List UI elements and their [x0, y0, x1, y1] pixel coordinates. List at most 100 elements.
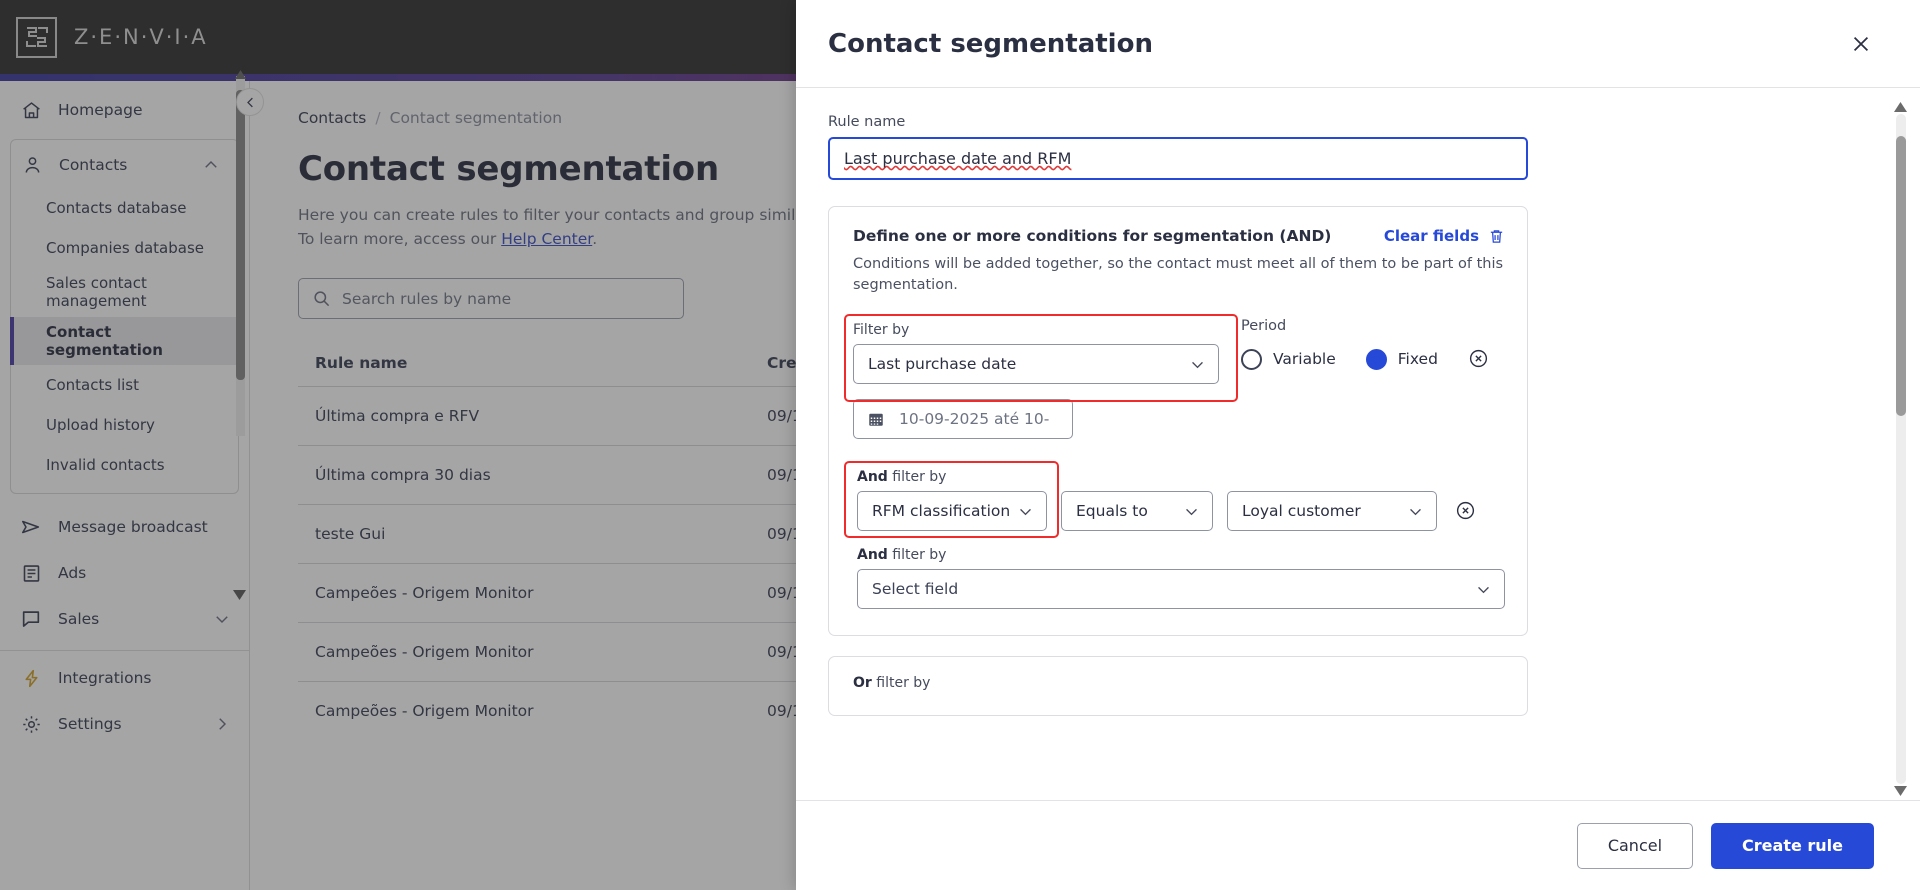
breadcrumb: Contacts / Contact segmentation	[298, 109, 1920, 127]
breadcrumb-separator: /	[375, 109, 381, 127]
sidebar-collapse-button[interactable]	[236, 88, 264, 116]
sidebar-divider	[0, 650, 249, 652]
table-cell-created: 09/1	[767, 407, 802, 426]
page-description-line2-prefix: To learn more, access our	[298, 230, 502, 249]
date-range-input[interactable]: 10-09-2025 até 10-	[853, 399, 1073, 440]
sidebar-item-sales[interactable]: Sales	[0, 596, 249, 642]
search-placeholder: Search rules by name	[342, 289, 512, 308]
clear-fields-button[interactable]: Clear fields	[1384, 227, 1505, 245]
radio-fixed-label: Fixed	[1397, 350, 1438, 369]
scroll-up-arrow-icon[interactable]	[1894, 102, 1907, 112]
condition-row-3: And filter by Select field	[853, 547, 1505, 610]
create-rule-button[interactable]: Create rule	[1711, 822, 1874, 869]
sidebar-item-label: Integrations	[58, 669, 152, 688]
sidebar-item-invalid-contacts[interactable]: Invalid contacts	[11, 445, 238, 485]
trash-icon	[1488, 228, 1505, 245]
sidebar-item-contacts-database[interactable]: Contacts database	[11, 188, 238, 228]
sidebar-scrollbar-thumb[interactable]	[236, 90, 245, 380]
and-label-2: And	[857, 469, 888, 486]
rule-name-label: Rule name	[828, 114, 906, 130]
conditions-card: Define one or more conditions for segmen…	[828, 206, 1528, 637]
radio-variable[interactable]: Variable	[1241, 348, 1336, 370]
conditions-card-header: Define one or more conditions for segmen…	[853, 227, 1505, 245]
breadcrumb-current: Contact segmentation	[389, 109, 563, 127]
period-label: Period	[1241, 318, 1287, 335]
breadcrumb-parent[interactable]: Contacts	[298, 109, 367, 127]
conditions-subtitle: Conditions will be added together, so th…	[853, 256, 1504, 294]
sidebar-item-label: Settings	[58, 715, 122, 734]
brand-logo[interactable]: Z·E·N·V·I·A	[16, 16, 208, 58]
chevron-up-icon[interactable]	[202, 156, 220, 174]
sidebar-subitem-label: Invalid contacts	[46, 456, 165, 475]
modal-scrollbar-thumb[interactable]	[1896, 136, 1906, 416]
bolt-icon	[20, 667, 42, 689]
scroll-down-arrow-icon[interactable]	[233, 590, 246, 600]
sidebar-item-homepage[interactable]: Homepage	[0, 87, 249, 133]
radio-variable-label: Variable	[1273, 350, 1336, 369]
modal-header: Contact segmentation	[796, 0, 1920, 88]
sidebar: Homepage Contacts Contacts database	[0, 81, 250, 890]
radio-fixed[interactable]: Fixed	[1365, 348, 1438, 370]
sidebar-item-label: Contacts	[59, 156, 128, 174]
sidebar-item-sales-contact-management[interactable]: Sales contact management	[11, 268, 238, 317]
person-icon	[21, 154, 43, 176]
filter-by-label-2: filter by	[887, 469, 947, 486]
chevron-down-icon	[1189, 356, 1206, 373]
table-cell-created: 09/1	[767, 525, 802, 544]
help-center-link[interactable]: Help Center	[501, 230, 593, 249]
sidebar-item-upload-history[interactable]: Upload history	[11, 405, 238, 445]
chevron-right-icon[interactable]	[213, 715, 231, 733]
and-filter-field-select[interactable]: RFM classification	[857, 491, 1047, 532]
search-input[interactable]: Search rules by name	[298, 278, 684, 320]
scroll-up-arrow-icon[interactable]	[235, 70, 246, 79]
table-cell-rule-name: Campeões - Origem Monitor	[315, 643, 534, 662]
sidebar-item-message-broadcast[interactable]: Message broadcast	[0, 504, 249, 550]
and-label-3: And	[857, 547, 888, 564]
radio-checked-icon	[1365, 348, 1387, 370]
and-filter-value-value: Loyal customer	[1242, 502, 1361, 521]
page-title: Contact segmentation	[298, 149, 719, 189]
cancel-button[interactable]: Cancel	[1576, 822, 1694, 869]
table-cell-created: 09/1	[767, 643, 802, 662]
sidebar-item-ads[interactable]: Ads	[0, 550, 249, 596]
sidebar-item-label: Ads	[58, 564, 87, 583]
remove-circle-icon	[1455, 500, 1477, 521]
sidebar-item-integrations[interactable]: Integrations	[0, 655, 249, 701]
or-label: Or	[853, 675, 872, 692]
and-filter-value-select[interactable]: Loyal customer	[1227, 491, 1437, 532]
scroll-down-arrow-icon[interactable]	[1894, 786, 1907, 796]
sidebar-item-contact-segmentation[interactable]: Contact segmentation	[10, 316, 238, 366]
sidebar-item-contacts[interactable]: Contacts	[11, 142, 238, 188]
remove-condition-2-button[interactable]	[1455, 500, 1477, 522]
condition-row-2: And filter by RFM classification Equals …	[844, 461, 1505, 539]
select-field-value: Select field	[872, 580, 959, 599]
filter-by-select[interactable]: Last purchase date	[853, 344, 1219, 385]
radio-unchecked-icon	[1241, 348, 1262, 370]
close-button[interactable]	[1846, 29, 1876, 59]
select-field-select[interactable]: Select field	[857, 569, 1505, 610]
page-description: Here you can create rules to filter your…	[298, 203, 1920, 251]
and-filter-operator-select[interactable]: Equals to	[1061, 491, 1213, 532]
ads-icon	[20, 562, 42, 584]
rule-name-input[interactable]: Last purchase date and RFM	[828, 137, 1528, 180]
table-cell-rule-name: Última compra 30 dias	[315, 466, 491, 485]
sidebar-item-settings[interactable]: Settings	[0, 701, 249, 747]
filter-by-label-3: filter by	[887, 547, 947, 564]
table-cell-rule-name: Campeões - Origem Monitor	[315, 702, 534, 721]
sidebar-item-companies-database[interactable]: Companies database	[11, 228, 238, 268]
chevron-down-icon	[1183, 503, 1200, 520]
remove-condition-1-button[interactable]	[1468, 348, 1490, 370]
chevron-down-icon[interactable]	[213, 610, 231, 628]
contact-segmentation-modal: Contact segmentation Rule name Last purc…	[796, 0, 1920, 890]
sidebar-subitem-label: Sales contact management	[46, 274, 147, 311]
gear-icon	[20, 713, 42, 735]
modal-scrollbar[interactable]	[1894, 102, 1907, 796]
sidebar-scrollbar[interactable]	[235, 70, 246, 436]
or-filter-by-label: Or filter by	[853, 675, 1505, 691]
modal-title: Contact segmentation	[828, 28, 1153, 59]
sidebar-item-contacts-list[interactable]: Contacts list	[11, 365, 238, 405]
home-icon	[20, 99, 42, 121]
filter-by-value: Last purchase date	[868, 355, 1017, 374]
sidebar-item-label: Sales	[58, 610, 100, 629]
table-column-rule-name: Rule name	[315, 354, 408, 373]
